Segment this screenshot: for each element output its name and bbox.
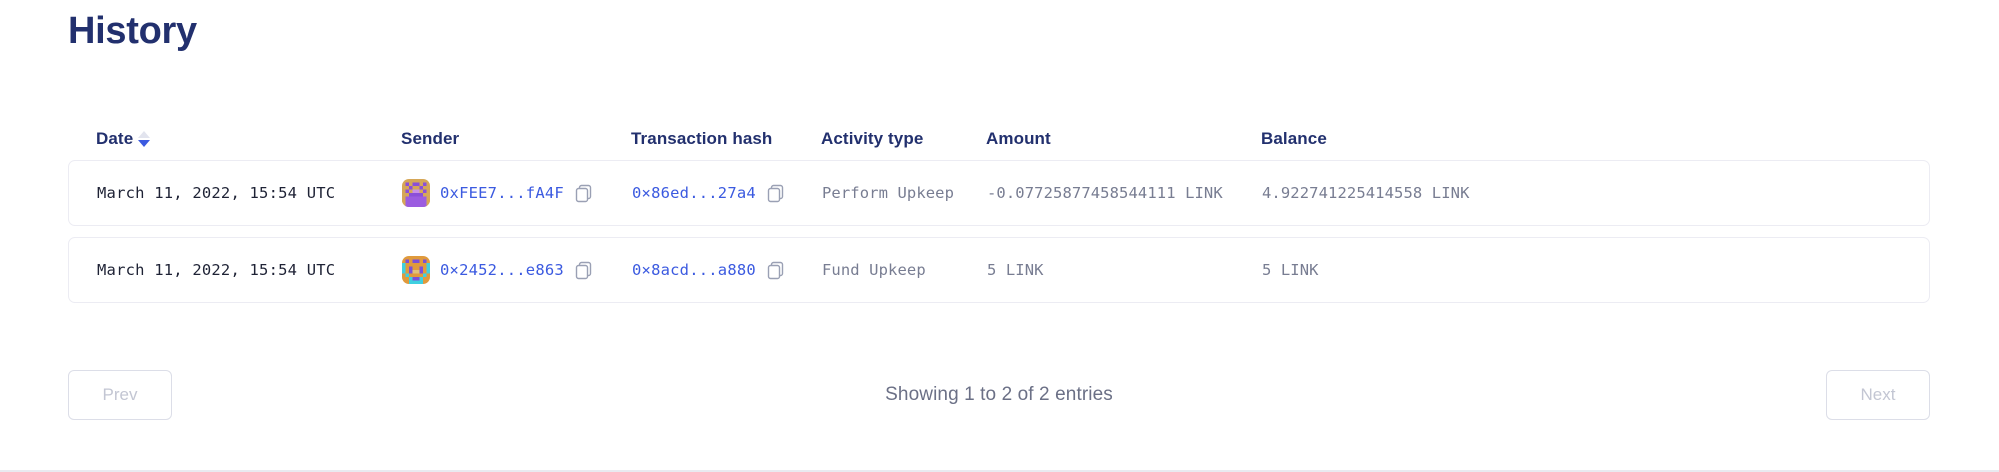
identicon-avatar-icon — [402, 179, 430, 207]
prev-page-button[interactable]: Prev — [68, 370, 172, 420]
column-header-transaction-hash: Transaction hash — [631, 129, 821, 149]
cell-date: March 11, 2022, 15:54 UTC — [97, 184, 336, 202]
cell-amount: -0.07725877458544111 LINK — [987, 184, 1223, 202]
cell-sender: 0×2452...e863 — [402, 256, 632, 284]
column-header-sender: Sender — [401, 129, 631, 149]
column-header-amount: Amount — [986, 129, 1261, 149]
copy-icon-glyph — [767, 261, 784, 279]
copy-icon-glyph — [767, 184, 784, 202]
cell-balance: 5 LINK — [1262, 261, 1319, 279]
sender-address-link[interactable]: 0×2452...e863 — [440, 261, 564, 279]
column-header-activity-type: Activity type — [821, 129, 986, 149]
table-header-row: Date Sender Transaction hash Activity ty… — [68, 118, 1930, 160]
transaction-hash-link[interactable]: 0×8acd...a880 — [632, 261, 756, 279]
copy-icon[interactable] — [767, 184, 784, 203]
copy-icon[interactable] — [575, 261, 592, 280]
sort-descending-icon — [138, 140, 151, 147]
sort-toggle-icon[interactable] — [137, 131, 151, 147]
cell-transaction-hash: 0×8acd...a880 — [632, 261, 822, 280]
sender-address-link[interactable]: 0xFEE7...fA4F — [440, 184, 564, 202]
column-header-sender-label: Sender — [401, 129, 460, 148]
cell-activity-type: Perform Upkeep — [822, 184, 955, 202]
cell-transaction-hash: 0×86ed...27a4 — [632, 184, 822, 203]
copy-icon[interactable] — [575, 184, 592, 203]
cell-balance: 4.922741225414558 LINK — [1262, 184, 1470, 202]
column-header-balance: Balance — [1261, 129, 1681, 149]
page-title: History — [68, 10, 197, 52]
column-header-transaction-hash-label: Transaction hash — [631, 129, 773, 148]
copy-icon-glyph — [575, 184, 592, 202]
copy-icon[interactable] — [767, 261, 784, 280]
next-page-button[interactable]: Next — [1826, 370, 1930, 420]
cell-sender: 0xFEE7...fA4F — [402, 179, 632, 207]
sort-ascending-icon — [138, 131, 151, 138]
transaction-hash-link[interactable]: 0×86ed...27a4 — [632, 184, 756, 202]
copy-icon-glyph — [575, 261, 592, 279]
table-row[interactable]: March 11, 2022, 15:54 UTC — [68, 160, 1930, 226]
history-table: Date Sender Transaction hash Activity ty… — [68, 118, 1930, 314]
cell-date: March 11, 2022, 15:54 UTC — [97, 261, 336, 279]
cell-amount: 5 LINK — [987, 261, 1044, 279]
column-header-amount-label: Amount — [986, 129, 1051, 148]
column-header-activity-type-label: Activity type — [821, 129, 924, 148]
column-header-balance-label: Balance — [1261, 129, 1327, 148]
cell-activity-type: Fund Upkeep — [822, 261, 926, 279]
table-row[interactable]: March 11, 2022, 15:54 UTC — [68, 237, 1930, 303]
pagination: Prev Showing 1 to 2 of 2 entries Next — [68, 369, 1930, 421]
column-header-date[interactable]: Date — [96, 129, 401, 149]
column-header-date-label: Date — [96, 129, 134, 148]
pagination-status: Showing 1 to 2 of 2 entries — [885, 384, 1113, 405]
identicon-avatar-icon — [402, 256, 430, 284]
